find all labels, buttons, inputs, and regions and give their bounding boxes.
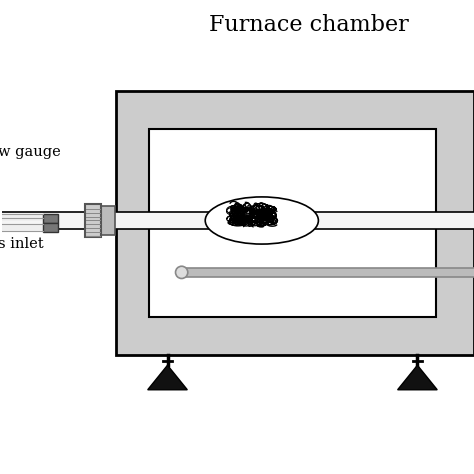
Text: Furnace chamber: Furnace chamber (209, 14, 409, 36)
Bar (2, 211, 474, 229)
Bar (43, 214, 58, 223)
Text: w gauge: w gauge (0, 145, 61, 159)
Bar (101, 206, 115, 235)
Bar (116, 91, 474, 355)
Polygon shape (398, 365, 437, 390)
Circle shape (175, 266, 188, 279)
Ellipse shape (205, 197, 319, 244)
Bar (43, 223, 58, 232)
Bar (85, 203, 101, 237)
Bar (149, 128, 436, 317)
Bar (182, 268, 474, 277)
Polygon shape (148, 365, 187, 390)
Text: s inlet: s inlet (0, 237, 44, 251)
